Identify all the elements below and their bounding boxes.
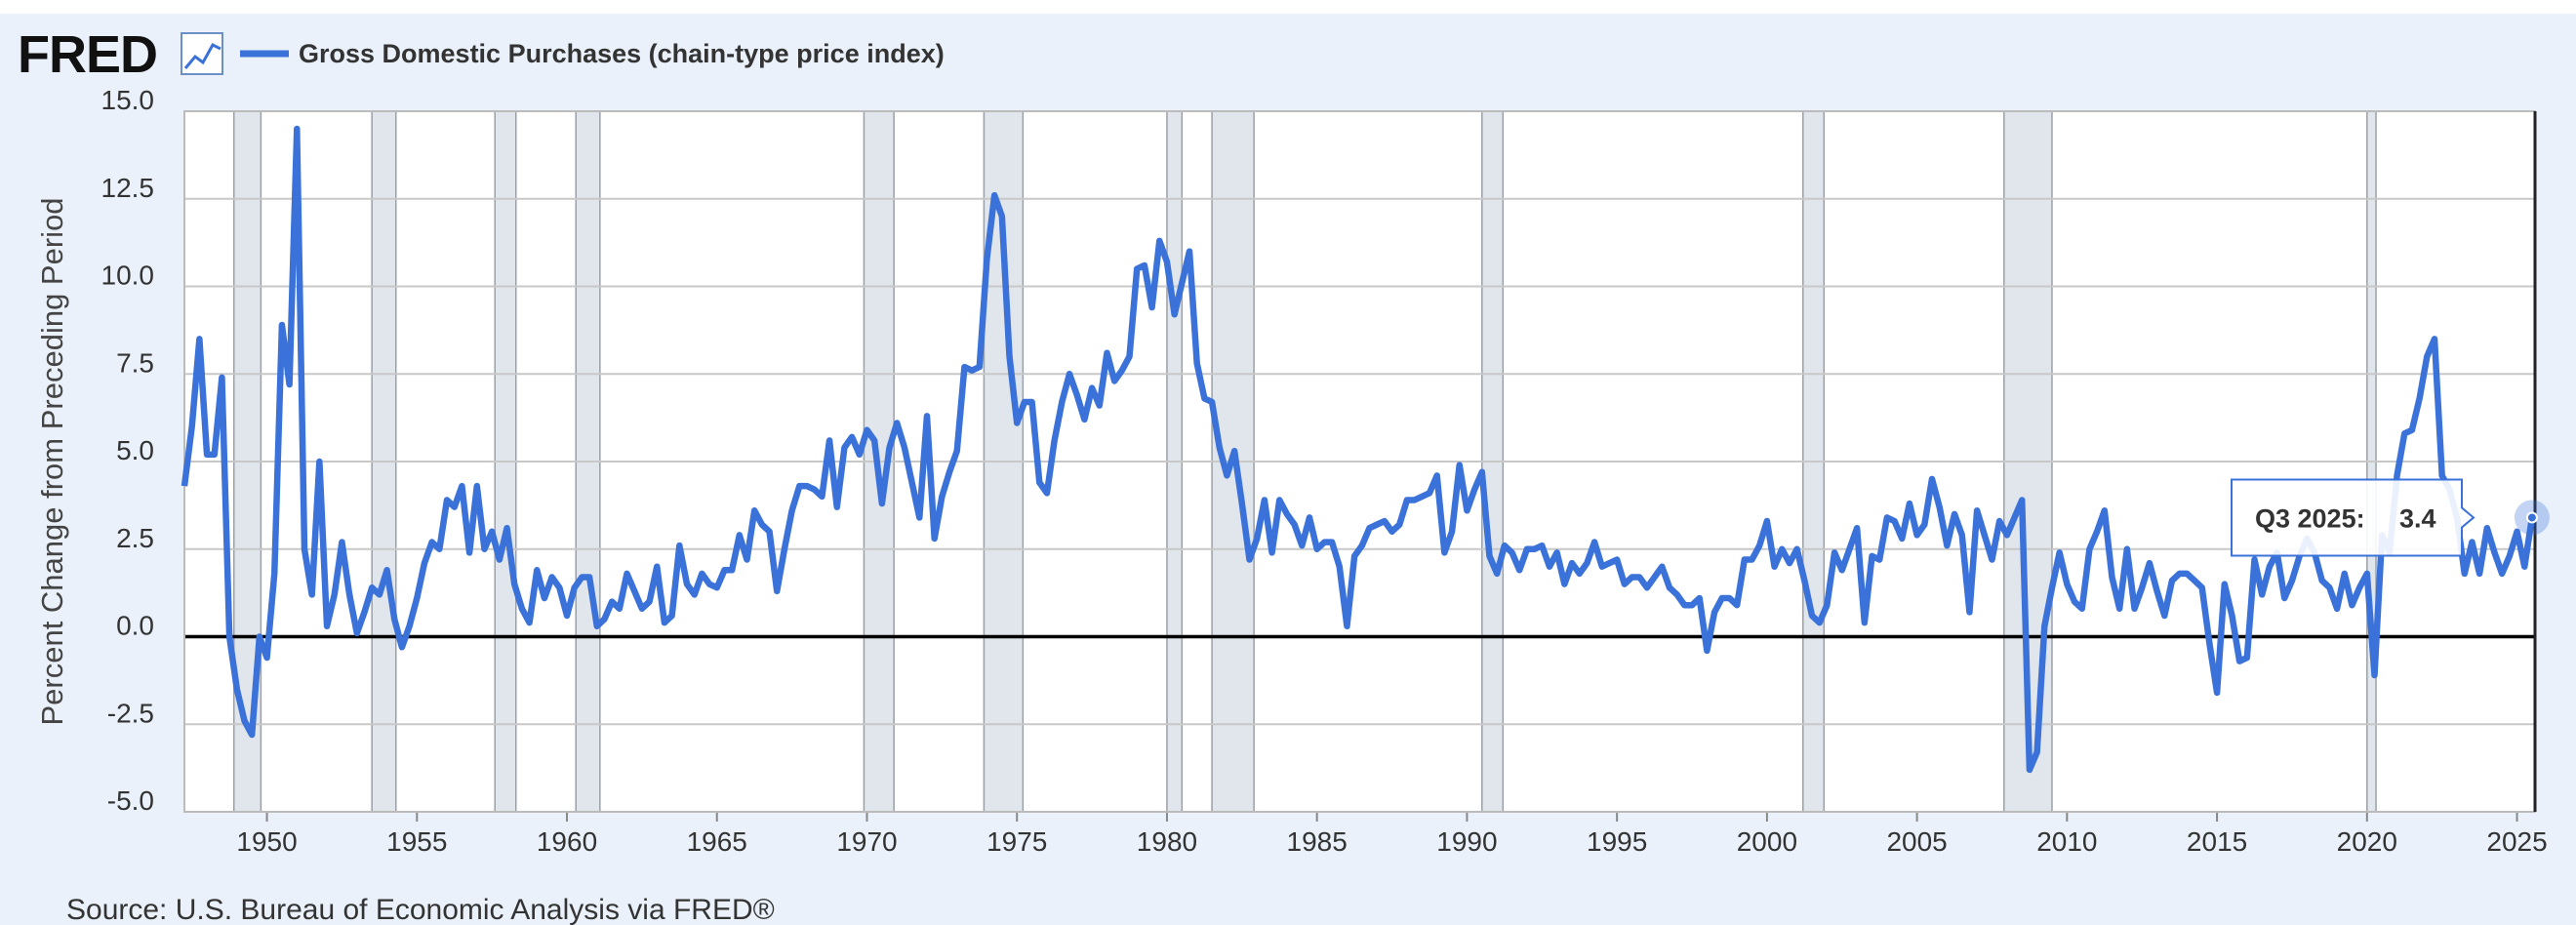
legend-label: Gross Domestic Purchases (chain-type pri… <box>299 39 945 68</box>
x-tick-label: 2005 <box>1886 826 1947 857</box>
y-tick-label: -2.5 <box>107 698 154 728</box>
tooltip-box <box>2231 478 2475 557</box>
x-tick-label: 1995 <box>1587 826 1647 857</box>
series-line <box>181 125 2536 774</box>
x-tick-label: 1990 <box>1436 826 1497 857</box>
y-tick-label: -5.0 <box>107 785 154 816</box>
x-tick-label: 1980 <box>1137 826 1197 857</box>
x-tick-label: 1985 <box>1287 826 1348 857</box>
logo[interactable]: FRED <box>18 25 158 84</box>
x-tick-label: 2020 <box>2337 826 2397 857</box>
x-tick-label: 1965 <box>687 826 747 857</box>
y-tick-label: 7.5 <box>116 347 154 378</box>
x-tick-label: 1955 <box>386 826 447 857</box>
y-tick-label: 12.5 <box>101 173 155 203</box>
series <box>181 125 2536 774</box>
x-tick-label: 1970 <box>836 826 897 857</box>
x-tick-label: 1960 <box>537 826 597 857</box>
y-tick-label: 0.0 <box>116 611 154 641</box>
x-tick-label: 2015 <box>2187 826 2247 857</box>
logo-icon[interactable] <box>181 32 223 75</box>
y-tick-label: 5.0 <box>116 435 154 465</box>
y-tick-label: 10.0 <box>101 261 155 291</box>
y-axis-label: Percent Change from Preceding Period <box>35 197 69 725</box>
y-tick-label: 15.0 <box>101 85 155 115</box>
tooltip-value: 3.4 <box>2399 503 2436 533</box>
x-tick-label: 1975 <box>986 826 1047 857</box>
x-tick-label: 2010 <box>2036 826 2097 857</box>
overlay: Q3 2025: 3.4 <box>2231 478 2550 557</box>
tooltip-label: Q3 2025: <box>2255 503 2365 533</box>
x-tick-label: 2000 <box>1737 826 1797 857</box>
y-tick-label: 2.5 <box>116 523 154 553</box>
source: Source: U.S. Bureau of Economic Analysis… <box>66 894 775 925</box>
x-tick-label: 2025 <box>2486 826 2547 857</box>
hover-point <box>2525 511 2538 524</box>
grid: -5.0 -2.5 0.0 2.5 5.0 7.5 10.0 12.5 15.0 1950 1955… <box>101 85 2548 857</box>
x-tick-label: 1950 <box>236 826 297 857</box>
